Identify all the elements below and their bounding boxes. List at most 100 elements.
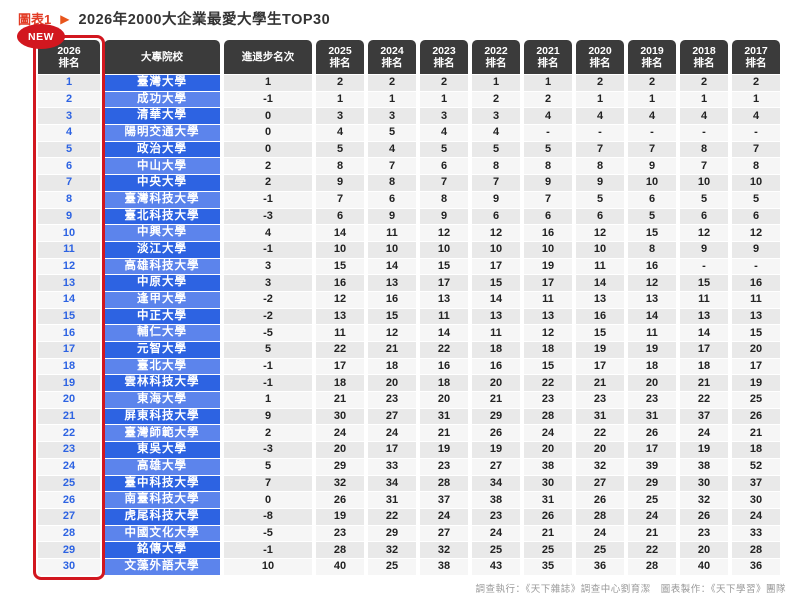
value-cell: 24 — [368, 425, 416, 442]
value-cell: 19 — [420, 442, 468, 458]
school-cell: 清華大學 — [104, 108, 220, 125]
value-cell: 17 — [368, 442, 416, 458]
value-cell: 13 — [316, 308, 364, 325]
value-cell: 7 — [732, 141, 780, 158]
rank-cell: 27 — [38, 508, 100, 525]
value-cell: 22 — [368, 508, 416, 525]
value-cell: 10 — [524, 241, 572, 258]
value-cell: 21 — [628, 525, 676, 542]
value-cell: 17 — [576, 358, 624, 375]
change-cell: 3 — [224, 275, 312, 291]
value-cell: 14 — [316, 225, 364, 241]
value-cell: 34 — [368, 475, 416, 492]
rank-cell: 12 — [38, 258, 100, 275]
credit-text: 調查執行：《天下雜誌》調查中心劉育潔 圖表製作：《天下學習》團隊 — [475, 584, 786, 595]
value-cell: 5 — [680, 191, 728, 208]
school-cell: 中山大學 — [104, 158, 220, 175]
value-cell: 14 — [680, 325, 728, 341]
value-cell: 20 — [732, 342, 780, 358]
value-cell: 1 — [576, 91, 624, 108]
rank-cell: 20 — [38, 392, 100, 408]
column-header-year-2020: 2020 排名 — [576, 40, 624, 74]
value-cell: 16 — [316, 275, 364, 291]
column-header-year-2024: 2024 排名 — [368, 40, 416, 74]
value-cell: 1 — [524, 75, 572, 91]
rank-cell: 9 — [38, 208, 100, 225]
value-cell: 7 — [420, 175, 468, 191]
value-cell: 6 — [680, 208, 728, 225]
value-cell: 24 — [524, 425, 572, 442]
value-cell: 12 — [472, 225, 520, 241]
value-cell: 26 — [472, 425, 520, 442]
value-cell: 23 — [420, 458, 468, 475]
rank-cell: 29 — [38, 542, 100, 558]
rank-cell: 2 — [38, 91, 100, 108]
value-cell: 40 — [316, 558, 364, 575]
value-cell: 22 — [524, 375, 572, 392]
value-cell: 5 — [628, 208, 676, 225]
value-cell: 22 — [628, 542, 676, 558]
change-cell: 0 — [224, 141, 312, 158]
value-cell: 39 — [628, 458, 676, 475]
value-cell: 29 — [472, 408, 520, 425]
value-cell: 2 — [420, 75, 468, 91]
value-cell: 6 — [420, 158, 468, 175]
value-cell: 26 — [524, 508, 572, 525]
rank-cell: 24 — [38, 458, 100, 475]
value-cell: 19 — [316, 508, 364, 525]
value-cell: 8 — [524, 158, 572, 175]
value-cell: 18 — [316, 375, 364, 392]
value-cell: 1 — [472, 75, 520, 91]
value-cell: 25 — [368, 558, 416, 575]
value-cell: 9 — [628, 158, 676, 175]
value-cell: 29 — [368, 525, 416, 542]
value-cell: 8 — [420, 191, 468, 208]
value-cell: 31 — [420, 408, 468, 425]
value-cell: 18 — [472, 342, 520, 358]
value-cell: 16 — [472, 358, 520, 375]
column-header-year-2022: 2022 排名 — [472, 40, 520, 74]
value-cell: 11 — [680, 291, 728, 308]
value-cell: 17 — [472, 258, 520, 275]
school-cell: 臺灣師範大學 — [104, 425, 220, 442]
value-cell: 10 — [680, 175, 728, 191]
value-cell: 13 — [472, 308, 520, 325]
value-cell: 32 — [680, 492, 728, 508]
value-cell: 2 — [628, 75, 676, 91]
value-cell: 17 — [628, 442, 676, 458]
value-cell: 1 — [732, 91, 780, 108]
value-cell: 6 — [472, 208, 520, 225]
rank-cell: 13 — [38, 275, 100, 291]
rank-cell: 25 — [38, 475, 100, 492]
value-cell: 11 — [472, 325, 520, 341]
value-cell: 23 — [576, 392, 624, 408]
value-cell: 1 — [420, 91, 468, 108]
value-cell: 23 — [368, 392, 416, 408]
value-cell: 24 — [680, 425, 728, 442]
value-cell: 20 — [368, 375, 416, 392]
value-cell: 24 — [420, 508, 468, 525]
change-cell: -1 — [224, 358, 312, 375]
school-cell: 臺北大學 — [104, 358, 220, 375]
value-cell: 32 — [576, 458, 624, 475]
value-cell: 13 — [576, 291, 624, 308]
value-cell: - — [680, 125, 728, 141]
school-cell: 成功大學 — [104, 91, 220, 108]
rank-cell: 7 — [38, 175, 100, 191]
triangle-arrow-icon: ▶ — [60, 11, 70, 26]
value-cell: 7 — [472, 175, 520, 191]
value-cell: 35 — [524, 558, 572, 575]
change-cell: 0 — [224, 492, 312, 508]
change-cell: -8 — [224, 508, 312, 525]
value-cell: 16 — [420, 358, 468, 375]
value-cell: 28 — [576, 508, 624, 525]
value-cell: 37 — [680, 408, 728, 425]
value-cell: 37 — [732, 475, 780, 492]
value-cell: 36 — [732, 558, 780, 575]
value-cell: - — [524, 125, 572, 141]
value-cell: 7 — [316, 191, 364, 208]
value-cell: 23 — [524, 392, 572, 408]
value-cell: 9 — [316, 175, 364, 191]
value-cell: 21 — [680, 375, 728, 392]
value-cell: 11 — [576, 258, 624, 275]
